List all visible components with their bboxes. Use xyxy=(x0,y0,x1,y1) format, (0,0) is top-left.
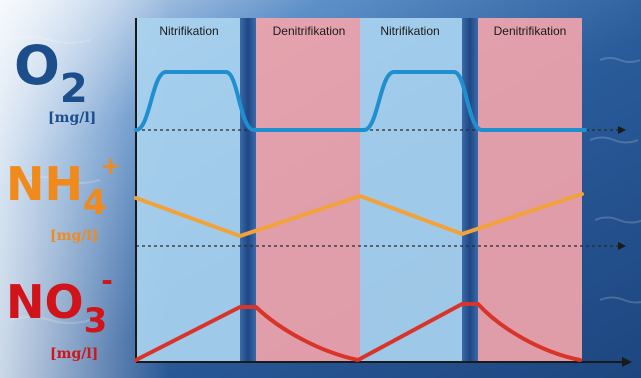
phase-band-nitrification-3 xyxy=(360,18,462,362)
no3-superscript: - xyxy=(101,264,113,297)
nh4-superscript: + xyxy=(101,152,121,180)
no3-curve xyxy=(134,302,582,362)
o2-main-text: O xyxy=(14,34,60,97)
phase-labels: Nitrifikation Denitrifikation Nitrifikat… xyxy=(159,24,566,38)
no3-main-text: NO xyxy=(6,275,84,329)
x-axis-arrow xyxy=(622,357,632,367)
no3-symbol: NO3 - xyxy=(6,264,113,341)
phase-label-denitrifikation-2: Denitrifikation xyxy=(494,24,567,38)
nh4-unit: [mg/l] xyxy=(50,228,98,244)
nh4-subscript: 4 xyxy=(83,183,107,223)
phase-label-denitrifikation-1: Denitrifikation xyxy=(273,24,346,38)
phase-band-denitrification-4 xyxy=(478,18,582,362)
nh4-main-text: NH xyxy=(6,157,83,211)
o2-unit: [mg/l] xyxy=(48,110,96,126)
phase-label-nitrifikation-1: Nitrifikation xyxy=(159,24,218,38)
nh4-label: NH4 + [mg/l] xyxy=(6,152,121,244)
reference-lines xyxy=(136,129,618,247)
axes xyxy=(135,18,622,363)
water-texture xyxy=(9,36,641,324)
o2-subscript: 2 xyxy=(60,66,88,112)
no3-subscript: 3 xyxy=(84,301,108,341)
phase-band-nitrification-1 xyxy=(136,18,240,362)
phase-separator-1 xyxy=(240,18,256,362)
nh4-baseline-arrow xyxy=(618,242,626,250)
o2-curve xyxy=(134,70,587,132)
no3-label: NO3 - [mg/l] xyxy=(6,264,113,362)
phase-label-nitrifikation-2: Nitrifikation xyxy=(380,24,439,38)
o2-symbol: O2 xyxy=(14,34,88,112)
nh4-curve xyxy=(134,192,584,238)
o2-baseline-arrow xyxy=(618,126,626,134)
phase-band-denitrification-2 xyxy=(256,18,360,362)
phase-separator-2 xyxy=(462,18,478,362)
o2-label: O2 [mg/l] xyxy=(14,34,96,126)
phase-bands xyxy=(136,18,582,362)
no3-unit: [mg/l] xyxy=(50,346,98,362)
nh4-symbol: NH4 + xyxy=(6,152,121,223)
